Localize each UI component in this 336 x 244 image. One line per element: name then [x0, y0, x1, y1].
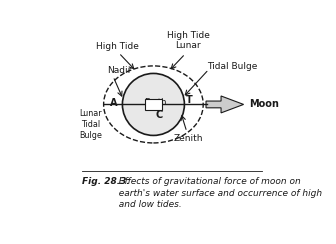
Text: High Tide: High Tide	[96, 42, 139, 51]
Text: Zenith: Zenith	[173, 134, 203, 143]
Text: Tidal Bulge: Tidal Bulge	[207, 62, 257, 71]
Text: Effects of gravitational force of moon on
  earth's water surface and occurrence: Effects of gravitational force of moon o…	[113, 177, 322, 209]
Text: Lunar
Tidal
Bulge: Lunar Tidal Bulge	[79, 109, 102, 140]
Text: C: C	[156, 110, 163, 120]
Bar	[145, 99, 162, 110]
Text: Nadir: Nadir	[108, 66, 132, 75]
Text: Moon: Moon	[249, 100, 279, 109]
Text: Fig. 28.3:: Fig. 28.3:	[82, 177, 130, 186]
Text: High Tide
Lunar: High Tide Lunar	[167, 30, 210, 50]
Text: T: T	[186, 95, 193, 105]
Polygon shape	[206, 96, 244, 113]
Ellipse shape	[122, 73, 184, 135]
Text: A: A	[110, 99, 118, 109]
Text: Earth: Earth	[144, 98, 167, 107]
